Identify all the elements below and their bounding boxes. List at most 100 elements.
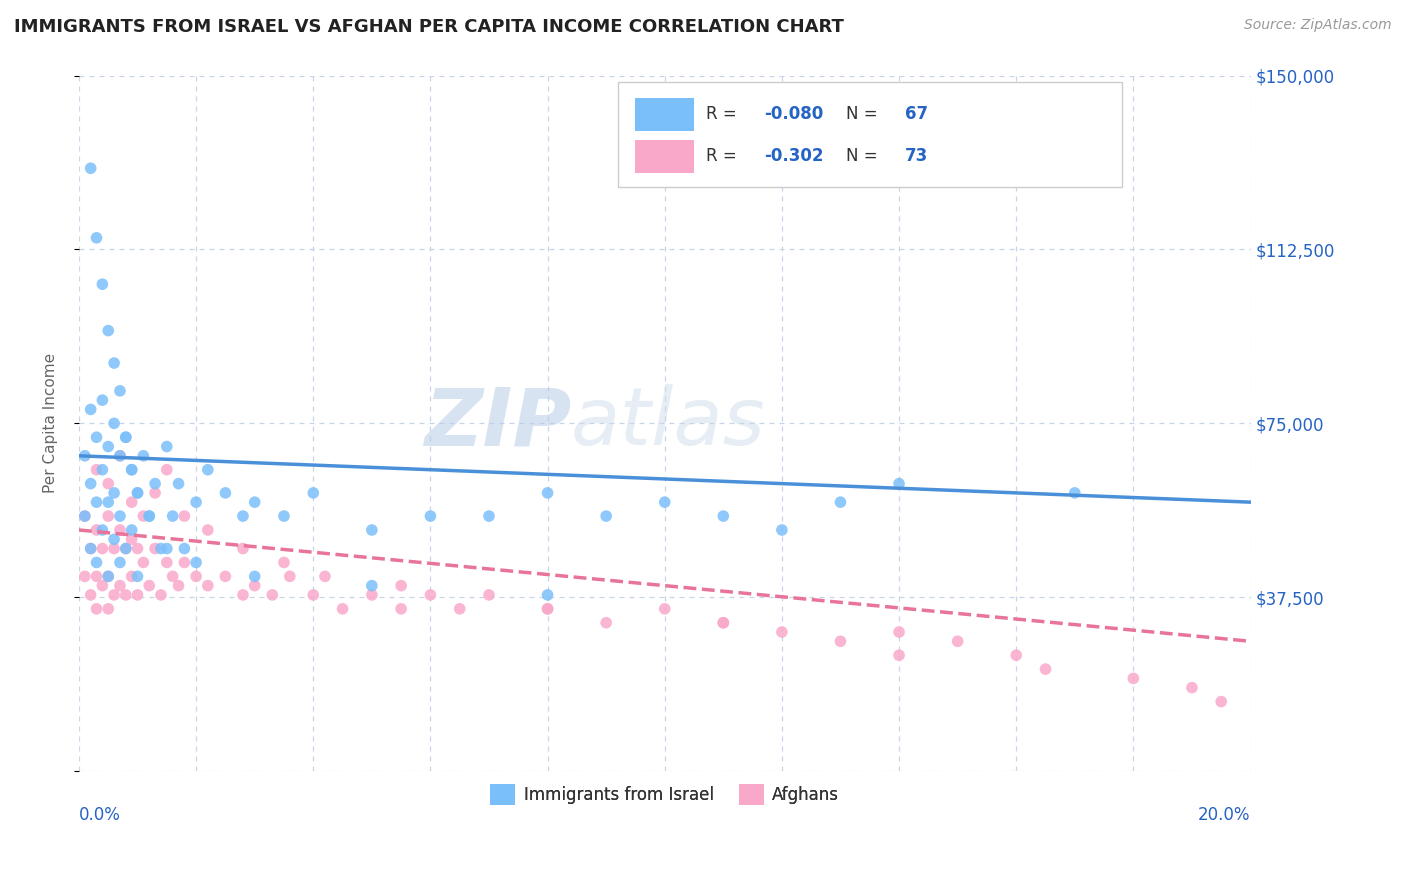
Point (91, 541, 114, 556)
Point (595, 509, 617, 524)
Point (91, 463, 114, 477)
Point (149, 588, 172, 602)
Point (79, 476, 101, 491)
Point (127, 486, 149, 500)
Point (536, 486, 558, 500)
Point (156, 541, 179, 556)
Point (232, 509, 254, 524)
Point (138, 509, 160, 524)
Point (132, 449, 155, 463)
Point (108, 449, 131, 463)
Point (360, 579, 382, 593)
Point (86, 231, 108, 245)
Point (232, 588, 254, 602)
Text: 73: 73 (905, 146, 928, 164)
Point (73, 449, 96, 463)
Point (536, 602, 558, 616)
Point (1211, 695, 1233, 709)
Point (97, 495, 120, 509)
FancyBboxPatch shape (636, 139, 695, 173)
Point (332, 602, 354, 616)
Point (887, 625, 910, 640)
Point (97, 569, 120, 583)
Point (830, 634, 852, 648)
Point (103, 533, 125, 547)
Point (1035, 662, 1057, 676)
Point (86, 569, 108, 583)
Point (149, 541, 172, 556)
Point (536, 588, 558, 602)
Point (711, 615, 734, 630)
Point (173, 556, 195, 570)
Point (103, 541, 125, 556)
Point (121, 533, 143, 547)
Point (108, 449, 131, 463)
Point (232, 541, 254, 556)
Point (173, 541, 195, 556)
Point (97, 324, 120, 338)
Point (73, 569, 96, 583)
Point (449, 602, 471, 616)
FancyBboxPatch shape (636, 98, 695, 131)
Point (184, 495, 207, 509)
Point (654, 602, 676, 616)
Text: N =: N = (846, 104, 883, 123)
Point (167, 476, 190, 491)
Point (536, 602, 558, 616)
Point (173, 509, 195, 524)
Point (143, 486, 166, 500)
Point (97, 569, 120, 583)
Point (97, 476, 120, 491)
Point (121, 569, 143, 583)
Point (138, 579, 160, 593)
Point (143, 476, 166, 491)
Point (91, 523, 114, 537)
Point (91, 579, 114, 593)
Point (360, 523, 382, 537)
Point (887, 648, 910, 663)
Point (114, 430, 136, 444)
Point (97, 440, 120, 454)
Point (121, 463, 143, 477)
Point (73, 509, 96, 524)
Point (121, 463, 143, 477)
Point (127, 486, 149, 500)
Point (419, 509, 441, 524)
Point (770, 625, 793, 640)
Text: 20.0%: 20.0% (1198, 805, 1250, 824)
Text: 0.0%: 0.0% (79, 805, 121, 824)
Point (114, 430, 136, 444)
Point (167, 579, 190, 593)
Text: R =: R = (706, 104, 742, 123)
Point (243, 495, 266, 509)
Point (273, 509, 295, 524)
Point (79, 402, 101, 417)
Point (1005, 648, 1028, 663)
Point (302, 588, 325, 602)
Point (389, 602, 412, 616)
Text: -0.302: -0.302 (765, 146, 824, 164)
Point (478, 509, 501, 524)
Text: R =: R = (706, 146, 742, 164)
Point (419, 588, 441, 602)
Legend: Immigrants from Israel, Afghans: Immigrants from Israel, Afghans (484, 778, 846, 812)
Point (156, 440, 179, 454)
Point (79, 541, 101, 556)
Point (478, 588, 501, 602)
Point (97, 509, 120, 524)
Point (127, 569, 149, 583)
Point (1122, 672, 1144, 686)
Point (127, 541, 149, 556)
Point (360, 588, 382, 602)
Point (278, 569, 301, 583)
Point (214, 486, 236, 500)
Point (143, 541, 166, 556)
Point (243, 579, 266, 593)
Point (156, 463, 179, 477)
Point (595, 615, 617, 630)
Point (262, 588, 284, 602)
Point (79, 541, 101, 556)
Point (184, 569, 207, 583)
Point (711, 615, 734, 630)
Text: IMMIGRANTS FROM ISRAEL VS AFGHAN PER CAPITA INCOME CORRELATION CHART: IMMIGRANTS FROM ISRAEL VS AFGHAN PER CAP… (14, 18, 844, 36)
